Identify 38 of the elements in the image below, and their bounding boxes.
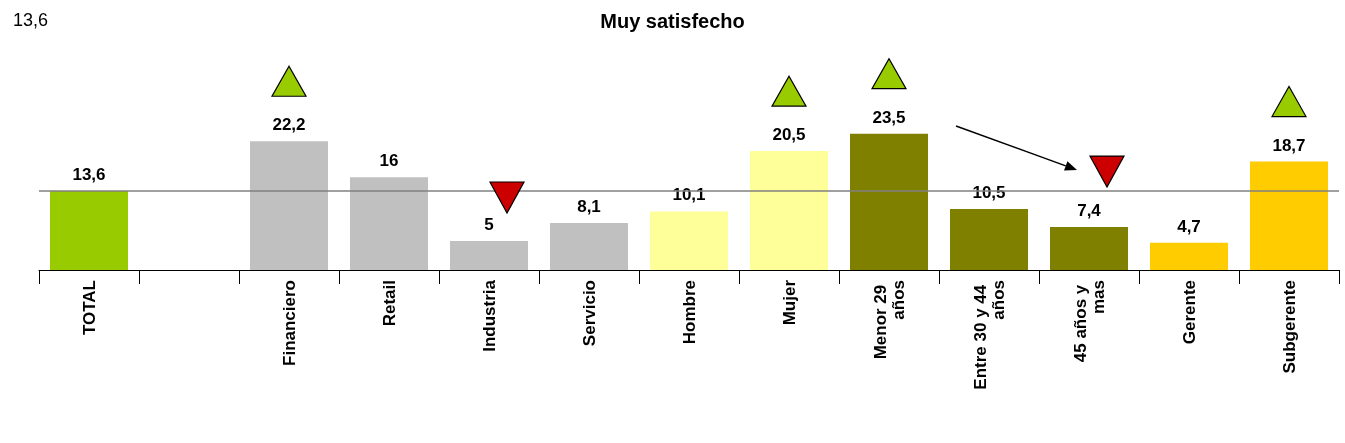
x-tick-label: TOTAL	[79, 280, 99, 336]
data-label: 22,2	[272, 115, 306, 135]
data-label: 10,1	[672, 185, 706, 205]
bar	[850, 133, 928, 270]
bar	[550, 223, 628, 270]
bar	[350, 177, 428, 270]
bar	[50, 191, 128, 270]
text: 13,6	[13, 10, 49, 30]
bar	[450, 241, 528, 270]
data-label: 16	[379, 151, 399, 171]
data-label: 4,7	[1177, 216, 1201, 236]
data-label: 20,5	[772, 125, 806, 145]
x-tick-label: Mujer	[779, 279, 799, 326]
bar	[1250, 161, 1328, 270]
data-label: 7,4	[1077, 201, 1102, 221]
data-label: 23,5	[872, 107, 906, 127]
x-tick-label: Menor 29 años	[870, 280, 908, 360]
data-label: 10,5	[972, 183, 1006, 203]
bar	[750, 151, 828, 270]
bar	[1150, 242, 1228, 270]
x-tick-label: Servicio	[579, 280, 599, 347]
data-label: 8,1	[577, 197, 601, 217]
x-tick-label: Entre 30 y 44 años	[970, 280, 1008, 390]
x-tick-label: Hombre	[679, 280, 699, 345]
x-tick-label: Subgerente	[1279, 280, 1299, 374]
x-tick-label: Financiero	[279, 280, 299, 366]
data-label: 5	[484, 215, 494, 234]
bar	[250, 141, 328, 270]
bar	[1050, 227, 1128, 270]
data-label: 18,7	[1272, 135, 1306, 155]
x-tick-label: 45 años y mas	[1070, 280, 1108, 363]
x-tick-label: Retail	[379, 280, 399, 327]
x-tick-label: Industria	[479, 279, 499, 352]
chart-title: Muy satisfecho	[600, 10, 745, 32]
bar	[650, 211, 728, 270]
x-tick-label: Gerente	[1179, 280, 1199, 345]
bar	[950, 209, 1028, 270]
data-label: 13,6	[72, 165, 106, 185]
